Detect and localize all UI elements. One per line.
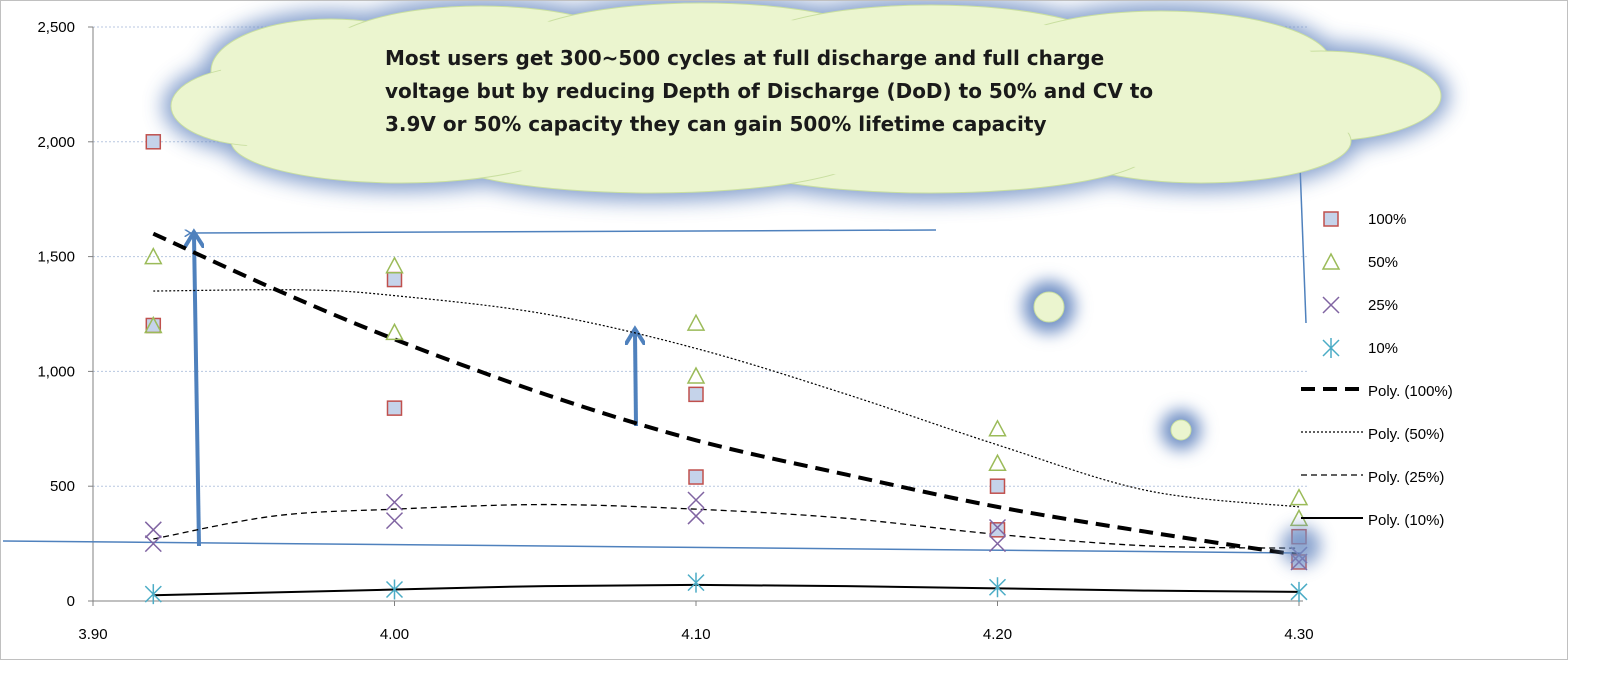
marker-x [687,491,705,509]
data-points [144,134,1309,605]
marker-square [386,271,403,288]
marker-x [144,521,162,539]
thought-bubble [1033,291,1065,323]
marker-star [385,579,404,600]
cloud-fill [189,73,349,137]
callout-cloud: Most users get 300~500 cycles at full di… [163,1,1449,566]
x-tick-label: 4.00 [380,626,409,643]
cloud-shape [163,1,1449,201]
up-arrow-small [635,333,636,427]
callout-text-line: Most users get 300~500 cycles at full di… [385,46,1104,70]
thought-bubble-glow [1281,526,1321,566]
marker-square [145,134,162,150]
marker-star [1290,581,1308,602]
marker-triangle [144,247,163,265]
marker-triangle [1321,252,1341,270]
x-tick-label: 3.90 [78,626,107,643]
y-tick-label: 2,500 [37,19,75,36]
chart-frame: 0 500 1,000 1,500 2,000 2,500 3.90 4.00 4.10 4.20… [0,0,1568,660]
marker-triangle [1289,488,1309,506]
y-tick-label: 500 [50,478,75,495]
callout-text-line: voltage but by reducing Depth of Dischar… [385,79,1153,103]
cloud-fill [301,41,1301,161]
cycle-life-chart: 0 500 1,000 1,500 2,000 2,500 3.90 4.00 4.10 4.20… [2,1,1453,643]
x-tick-label: 4.10 [681,626,710,643]
marker-triangle [144,315,163,334]
marker-x [988,535,1007,553]
marker-star [988,577,1007,598]
x-tick-label: 4.20 [983,626,1012,643]
marker-triangle [988,453,1007,471]
trendline-dash [153,503,1300,549]
marker-square [989,522,1006,538]
trendline-solid [153,583,1300,597]
legend-label: Poly. (10%) [1368,512,1444,529]
marker-square [688,469,704,485]
annotation-lines [2,138,1307,554]
marker-square [989,478,1006,494]
legend: 100% 50% 25% 10% Poly. (100%) Poly. (50%) Poly… [1301,211,1453,529]
marker-square [386,400,403,416]
trendline-thick-dash [152,231,1300,558]
marker-star [687,572,705,593]
marker-triangle [385,322,404,341]
axes: 0 500 1,000 1,500 2,000 2,500 3.90 4.00 4.10 4.20… [37,19,1313,643]
legend-label: Poly. (50%) [1368,426,1444,443]
y-tick-label: 2,000 [37,134,75,151]
marker-square [1323,211,1339,227]
marker-x [1322,296,1340,314]
marker-triangle [686,366,706,384]
marker-triangle [988,419,1007,437]
reference-line-top [189,230,937,233]
y-tick-label: 1,500 [37,249,75,266]
marker-triangle [686,313,706,331]
legend-label: 50% [1368,254,1398,271]
marker-x [988,518,1007,537]
y-tick-label: 0 [67,593,75,610]
marker-x [385,512,404,530]
legend-label: 10% [1368,340,1398,357]
legend-label: Poly. (25%) [1368,469,1444,486]
marker-x [144,535,162,553]
y-tick-label: 1,000 [37,363,75,380]
marker-triangle [385,256,404,274]
legend-label: 100% [1368,211,1406,228]
trendlines [152,231,1300,597]
reference-line-bottom [2,540,1302,554]
legend-label: 25% [1368,297,1398,314]
marker-star [1322,338,1340,358]
x-tick-label: 4.30 [1284,626,1313,643]
marker-x [385,493,404,511]
callout-text-line: 3.9V or 50% capacity they can gain 500% … [385,112,1046,136]
legend-label: Poly. (100%) [1368,383,1453,400]
marker-x [687,507,705,525]
marker-star [144,584,162,605]
marker-square [688,386,704,403]
thought-bubble [1170,419,1192,441]
trendline-dotted [153,289,1300,508]
up-arrow-large [194,236,199,547]
